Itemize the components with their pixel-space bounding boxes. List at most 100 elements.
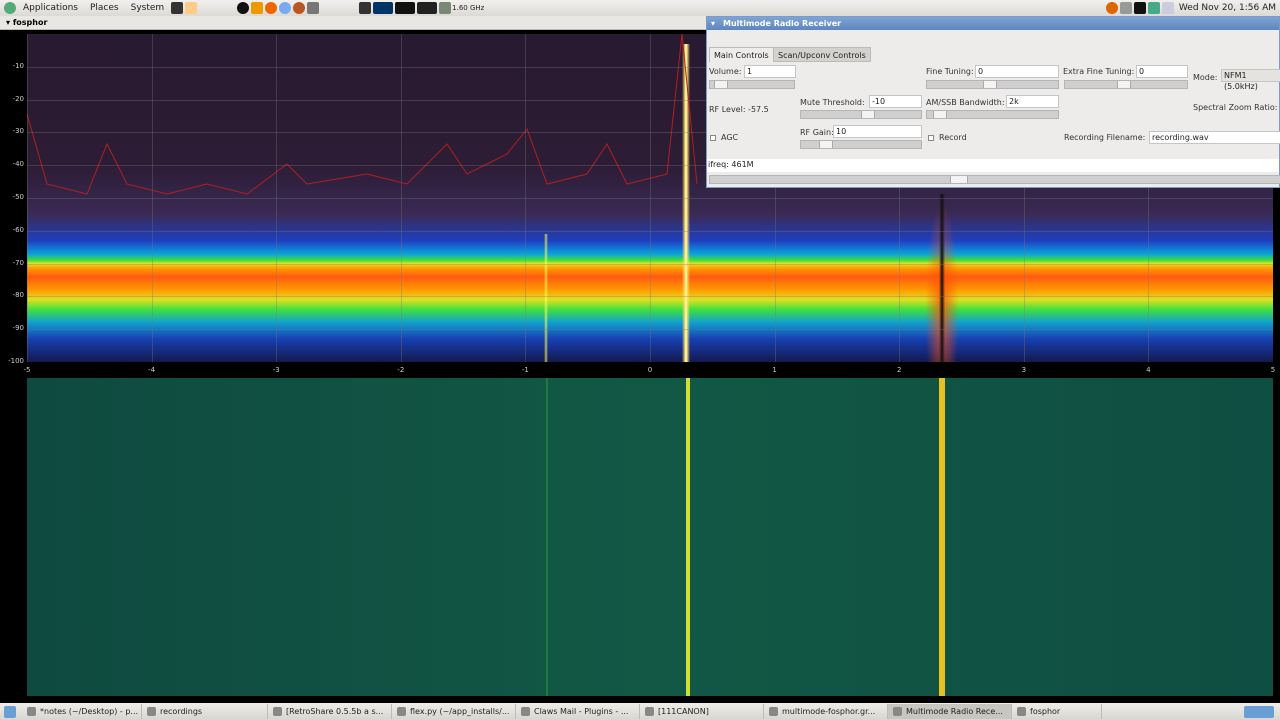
rf-gain-slider[interactable] bbox=[800, 140, 922, 149]
x-tick-label: 0 bbox=[647, 366, 653, 374]
app-icon[interactable] bbox=[293, 2, 306, 14]
grid-line bbox=[650, 34, 651, 362]
workspace-switcher[interactable] bbox=[1244, 705, 1274, 718]
window-icon bbox=[147, 707, 156, 716]
x-tick-label: -2 bbox=[397, 366, 405, 374]
net-graph-icon bbox=[373, 2, 394, 14]
am-ssb-bandwidth-label: AM/SSB Bandwidth: bbox=[926, 98, 1005, 107]
grid-line bbox=[27, 296, 1273, 298]
system-monitor-icon[interactable] bbox=[1133, 2, 1146, 14]
grid-line bbox=[27, 99, 1273, 101]
grid-line bbox=[27, 34, 28, 362]
grid-line bbox=[27, 329, 1273, 331]
volume-input[interactable]: 1 bbox=[744, 65, 796, 78]
taskbar-item[interactable]: Claws Mail - Plugins - ... bbox=[516, 704, 640, 719]
taskbar-item[interactable]: recordings bbox=[142, 704, 268, 719]
volume-icon[interactable] bbox=[1119, 2, 1132, 14]
taskbar-item[interactable]: Multimode Radio Rece... bbox=[888, 704, 1012, 719]
grid-line bbox=[1148, 34, 1150, 362]
x-tick-label: -3 bbox=[272, 366, 280, 374]
menu-places[interactable]: Places bbox=[89, 3, 119, 13]
taskbar-item[interactable]: multimode-fosphor.gr... bbox=[764, 704, 888, 719]
grid-line bbox=[27, 132, 1273, 134]
signal-peak bbox=[544, 234, 548, 362]
notes-icon[interactable] bbox=[1161, 2, 1174, 14]
extra-fine-tuning-slider[interactable] bbox=[1064, 80, 1188, 89]
multimode-radio-window: Multimode Radio Receiver Main Controls S… bbox=[706, 16, 1280, 188]
grid-line bbox=[525, 34, 527, 362]
mute-threshold-slider[interactable] bbox=[800, 110, 922, 119]
taskbar-item[interactable]: [111CANON] bbox=[640, 704, 764, 719]
agc-label: AGC bbox=[721, 133, 739, 142]
grid-line bbox=[27, 263, 1273, 265]
mode-label: Mode: bbox=[1193, 73, 1218, 82]
y-tick-label: -20 bbox=[12, 94, 24, 103]
rf-level-readout: RF Level: -57.5 bbox=[709, 105, 769, 114]
taskbar-item-label: multimode-fosphor.gr... bbox=[782, 707, 876, 716]
search-icon[interactable] bbox=[1105, 2, 1118, 14]
grid-line bbox=[400, 34, 402, 362]
y-tick-label: -80 bbox=[12, 291, 24, 300]
taskbar-item[interactable]: flex.py (~/app_installs/... bbox=[392, 704, 516, 719]
text-editor-icon[interactable] bbox=[185, 2, 198, 14]
record-checkbox[interactable] bbox=[928, 135, 934, 141]
network-tray-icon[interactable] bbox=[1147, 2, 1160, 14]
fine-tuning-slider[interactable] bbox=[926, 80, 1059, 89]
menu-logo-icon[interactable] bbox=[4, 2, 16, 14]
x-tick-label: 4 bbox=[1146, 366, 1151, 374]
firefox-icon[interactable] bbox=[265, 2, 278, 14]
grid-line bbox=[276, 34, 278, 362]
cpu-graph-icon bbox=[417, 2, 438, 14]
rf-gain-input[interactable]: 10 bbox=[833, 125, 922, 138]
tool-icon[interactable] bbox=[251, 2, 264, 14]
cpufreq-icon bbox=[439, 2, 452, 14]
mute-threshold-label: Mute Threshold: bbox=[800, 98, 865, 107]
ifreq-input[interactable]: 461M bbox=[731, 160, 754, 169]
fine-tuning-input[interactable]: 0 bbox=[975, 65, 1059, 78]
grid-line bbox=[899, 34, 901, 362]
waterfall-display bbox=[27, 378, 1273, 696]
volume-slider[interactable] bbox=[709, 80, 795, 89]
taskbar-item-label: [111CANON] bbox=[658, 707, 709, 716]
window-title[interactable]: Multimode Radio Receiver bbox=[707, 17, 1279, 30]
grid-line bbox=[1023, 34, 1025, 362]
grid-line bbox=[27, 66, 1273, 68]
show-desktop-icon[interactable] bbox=[4, 705, 16, 718]
signal-peak bbox=[939, 194, 945, 362]
am-ssb-bandwidth-slider[interactable] bbox=[926, 110, 1059, 119]
waterfall-signal-trace bbox=[686, 378, 690, 696]
agc-checkbox[interactable] bbox=[710, 135, 716, 141]
launcher-icon[interactable] bbox=[237, 2, 250, 14]
mode-select[interactable]: NFM1 (5.0kHz) bbox=[1221, 69, 1280, 91]
fine-tuning-label: Fine Tuning: bbox=[926, 67, 974, 76]
ifreq-field: ifreq: 461M bbox=[707, 159, 1279, 172]
grid-line bbox=[774, 34, 776, 362]
terminal-icon[interactable] bbox=[171, 2, 184, 14]
network-icon[interactable] bbox=[279, 2, 292, 14]
menu-system[interactable]: System bbox=[130, 3, 165, 13]
y-tick-label: -30 bbox=[12, 127, 24, 136]
tab-main-controls[interactable]: Main Controls bbox=[709, 47, 774, 62]
taskbar-item[interactable]: fosphor bbox=[1012, 704, 1102, 719]
taskbar-item[interactable]: [RetroShare 0.5.5b a s... bbox=[268, 704, 392, 719]
window-icon bbox=[769, 707, 778, 716]
mem-graph-icon bbox=[395, 2, 416, 14]
ifreq-slider[interactable] bbox=[709, 175, 1280, 184]
grid-line bbox=[27, 198, 1273, 199]
am-ssb-bandwidth-input[interactable]: 2k bbox=[1006, 95, 1059, 108]
clock[interactable]: Wed Nov 20, 1:56 AM bbox=[1178, 3, 1276, 13]
mute-threshold-input[interactable]: -10 bbox=[869, 95, 922, 108]
tab-scan-upconv[interactable]: Scan/Upconv Controls bbox=[773, 47, 871, 62]
extra-fine-tuning-input[interactable]: 0 bbox=[1136, 65, 1188, 78]
taskbar-item[interactable]: *notes (~/Desktop) - p... bbox=[22, 704, 142, 719]
taskbar-item-label: Multimode Radio Rece... bbox=[906, 707, 1003, 716]
recording-filename-input[interactable]: recording.wav bbox=[1149, 131, 1280, 144]
gimp-icon[interactable] bbox=[307, 2, 320, 14]
waterfall-signal-trace bbox=[939, 378, 945, 696]
y-tick-label: -40 bbox=[12, 160, 24, 169]
menu-applications[interactable]: Applications bbox=[23, 3, 78, 13]
y-tick-label: -60 bbox=[12, 225, 24, 234]
grid-line bbox=[151, 34, 153, 362]
taskbar-item-label: Claws Mail - Plugins - ... bbox=[534, 707, 629, 716]
waterfall-signal-trace bbox=[546, 378, 548, 696]
